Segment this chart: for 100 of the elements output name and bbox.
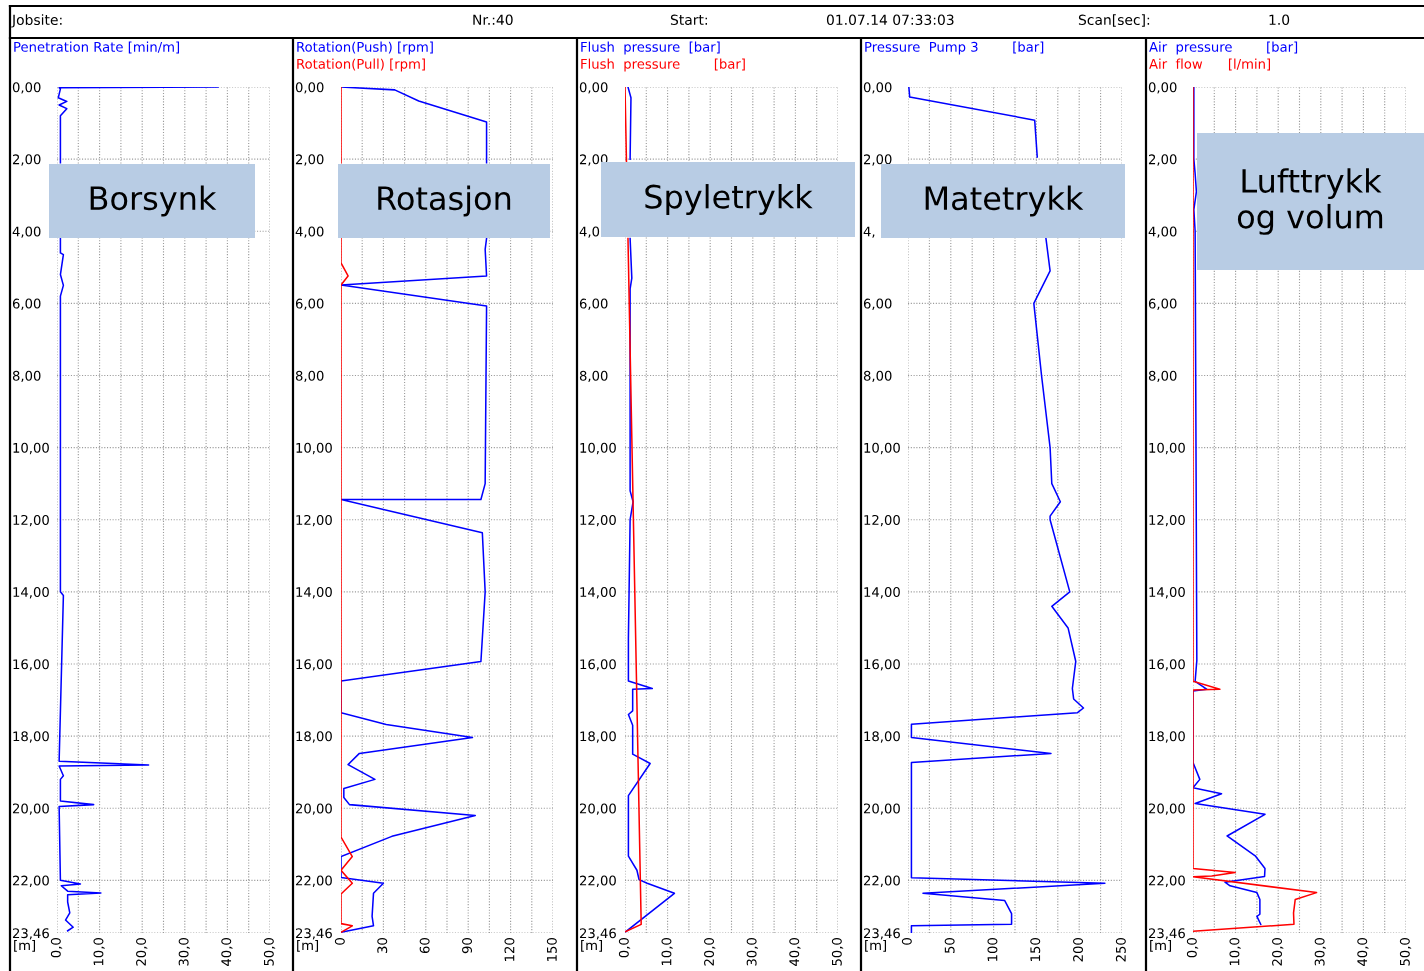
x-tick-label: 30,0 <box>178 938 190 966</box>
y-tick-label: 10,00 <box>580 442 616 455</box>
y-tick-label: 20,00 <box>579 803 616 815</box>
y-tick-label: 4,00 <box>12 226 41 238</box>
y-tick-label: 22,00 <box>12 875 49 887</box>
x-tick-label: 10,0 <box>661 938 673 966</box>
y-tick-label: 20,00 <box>863 803 900 815</box>
text: Pressure Pump 3 [bar] <box>865 41 1044 55</box>
text: Air flow [l/min] <box>1149 58 1270 71</box>
y-tick-label: 12,00 <box>296 514 332 527</box>
x-tick-label: 50 <box>944 938 955 953</box>
y-tick-label: 18,00 <box>864 731 900 743</box>
y-tick-label: 2,00 <box>12 154 41 166</box>
x-tick-label: 150 <box>1030 938 1041 961</box>
y-tick-label: 23,46 <box>295 928 332 940</box>
x-tick-label: 0,0 <box>618 938 631 958</box>
y-tick-label: 16,00 <box>864 659 900 671</box>
y-tick-label: 4,0 <box>579 226 600 238</box>
y-axis-title: [m] <box>297 940 319 952</box>
y-axis-title: [m] <box>581 940 603 952</box>
y-tick-label: 16,00 <box>1149 659 1185 671</box>
x-tick-label: 120 <box>504 938 515 961</box>
annotation: Lufttrykk og volum <box>1237 168 1383 235</box>
y-tick-label: 23,46 <box>12 928 49 940</box>
y-tick-label: 12,00 <box>13 514 49 527</box>
y-tick-label: 18,00 <box>296 731 332 743</box>
text: Scan[sec]: <box>1078 14 1150 27</box>
annotation: Rotasjon <box>378 185 511 217</box>
x-tick-label: 20,0 <box>704 938 716 966</box>
y-tick-label: 4,00 <box>295 226 324 238</box>
y-tick-label: 23,46 <box>863 928 900 940</box>
x-tick-label: 0 <box>334 938 345 945</box>
y-tick-label: 12,00 <box>1149 514 1185 527</box>
text: Rotation(Push) [rpm] <box>297 41 433 55</box>
y-tick-label: 23,46 <box>1148 928 1185 940</box>
annotation: Borsynk <box>90 185 217 217</box>
y-tick-label: 22,00 <box>1148 875 1185 887</box>
y-tick-label: 10,00 <box>13 442 49 455</box>
y-tick-label: 6,00 <box>863 298 892 310</box>
y-tick-label: 14,00 <box>13 587 49 599</box>
y-tick-label: 6,00 <box>12 298 41 310</box>
y-tick-label: 8,00 <box>863 370 892 383</box>
y-tick-label: 10,00 <box>296 442 332 455</box>
x-tick-label: 50,0 <box>263 938 276 966</box>
text: Start: <box>670 14 707 26</box>
y-tick-label: 16,00 <box>580 659 616 671</box>
x-tick-label: 0 <box>901 938 912 945</box>
text: Penetration Rate [min/m] <box>14 41 180 54</box>
y-tick-label: 2,00 <box>1148 154 1177 166</box>
text: Flush pressure [bar] <box>581 58 745 72</box>
y-tick-label: 22,00 <box>579 875 616 887</box>
y-tick-label: 8,00 <box>579 370 608 383</box>
annotation: Matetrykk <box>925 185 1084 217</box>
x-tick-label: 150 <box>546 938 557 961</box>
y-tick-label: 20,00 <box>12 803 49 815</box>
y-tick-label: 23,46 <box>579 928 616 940</box>
y-tick-label: 4,00 <box>1148 226 1177 238</box>
y-tick-label: 14,00 <box>580 587 616 599</box>
y-tick-label: 18,00 <box>580 731 616 743</box>
x-tick-label: 100 <box>987 938 998 961</box>
y-tick-label: 16,00 <box>13 659 49 671</box>
y-tick-label: 12,00 <box>580 514 616 527</box>
y-tick-label: 8,00 <box>295 370 324 383</box>
y-tick-label: 22,00 <box>295 875 332 887</box>
y-tick-label: 18,00 <box>13 731 49 743</box>
y-tick-label: 8,00 <box>1148 370 1177 383</box>
y-axis-title: [m] <box>1150 940 1172 952</box>
x-tick-label: 40,0 <box>1357 938 1369 966</box>
y-tick-label: 6,00 <box>295 298 324 310</box>
x-tick-label: 50,0 <box>1399 938 1412 966</box>
y-tick-label: 14,00 <box>1149 587 1185 599</box>
y-tick-label: 0,00 <box>863 82 892 94</box>
y-tick-label: 6,00 <box>579 298 608 310</box>
y-tick-label: 22,00 <box>863 875 900 887</box>
y-tick-label: 20,00 <box>1148 803 1185 815</box>
text: 1.0 <box>1269 14 1290 26</box>
text: Air pressure [bar] <box>1149 41 1298 55</box>
x-tick-label: 30,0 <box>1314 938 1326 966</box>
x-tick-label: 30 <box>377 938 388 953</box>
y-tick-label: 0,00 <box>1148 82 1177 94</box>
y-tick-label: 4, <box>863 226 875 238</box>
y-axis-title: [m] <box>14 940 36 952</box>
x-tick-label: 200 <box>1073 938 1084 962</box>
x-tick-label: 20,0 <box>1272 938 1284 966</box>
y-tick-label: 12,00 <box>864 514 900 527</box>
x-tick-label: 90 <box>462 938 473 954</box>
x-tick-label: 40,0 <box>221 938 233 966</box>
x-tick-label: 10,0 <box>1229 938 1241 966</box>
x-tick-label: 50,0 <box>831 938 844 966</box>
x-tick-label: 10,0 <box>93 938 105 966</box>
x-tick-label: 60 <box>419 938 430 954</box>
annotation: Spyletrykk <box>645 184 813 215</box>
y-tick-label: 10,00 <box>1149 442 1185 455</box>
y-tick-label: 6,00 <box>1148 298 1177 310</box>
text: Jobsite: <box>11 14 62 28</box>
x-tick-label: 0,0 <box>50 938 63 958</box>
y-tick-label: 0,00 <box>295 82 324 94</box>
y-tick-label: 8,00 <box>12 370 41 383</box>
text: 01.07.14 07:33:03 <box>826 14 954 26</box>
y-tick-label: 2,00 <box>295 154 324 166</box>
